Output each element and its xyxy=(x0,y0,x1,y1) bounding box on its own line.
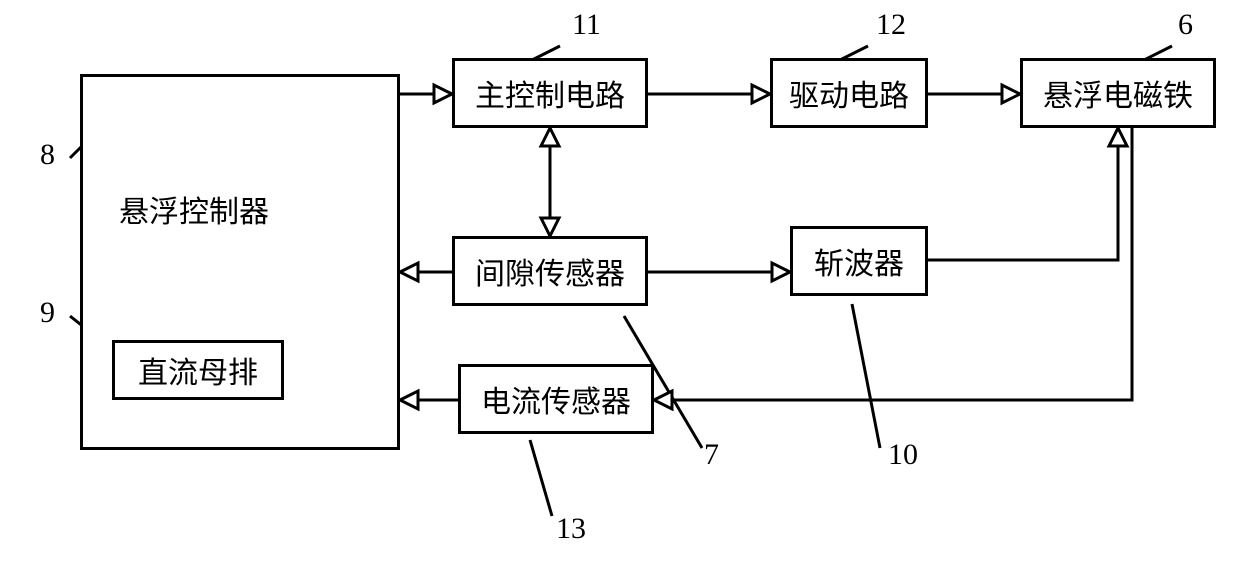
ref-label-6: 6 xyxy=(1178,8,1193,42)
node-magnet: 悬浮电磁铁 xyxy=(1020,58,1216,128)
node-dc_bus-label: 直流母排 xyxy=(138,348,258,392)
ref-label-8: 8 xyxy=(40,138,55,172)
ref-label-10: 10 xyxy=(888,438,918,472)
ref-label-12: 12 xyxy=(876,8,906,42)
node-gap_sensor: 间隙传感器 xyxy=(452,236,648,306)
ref-label-11: 11 xyxy=(572,8,601,42)
node-main_ctrl-label: 主控制电路 xyxy=(475,71,625,115)
node-current_sensor-label: 电流传感器 xyxy=(481,377,631,421)
node-chopper: 斩波器 xyxy=(790,226,928,296)
node-controller-label: 悬浮控制器 xyxy=(119,187,269,231)
node-main_ctrl: 主控制电路 xyxy=(452,58,648,128)
node-driver-label: 驱动电路 xyxy=(789,71,909,115)
leader-line xyxy=(852,304,880,448)
node-dc_bus: 直流母排 xyxy=(112,340,284,400)
diagram-stage: 悬浮控制器直流母排 主控制电路 驱动电路 悬浮电磁铁间隙传感器 斩波器电流传感器 8 9 11… xyxy=(0,0,1240,571)
ref-label-13: 13 xyxy=(556,512,586,546)
node-current_sensor: 电流传感器 xyxy=(458,364,654,434)
ref-label-7: 7 xyxy=(704,438,719,472)
node-driver: 驱动电路 xyxy=(770,58,928,128)
node-chopper-label: 斩波器 xyxy=(814,239,904,283)
node-magnet-label: 悬浮电磁铁 xyxy=(1043,71,1193,115)
leader-line xyxy=(530,440,552,516)
node-gap_sensor-label: 间隙传感器 xyxy=(475,249,625,293)
ref-label-9: 9 xyxy=(40,296,55,330)
edge-chopper-to-magnet xyxy=(928,145,1118,260)
